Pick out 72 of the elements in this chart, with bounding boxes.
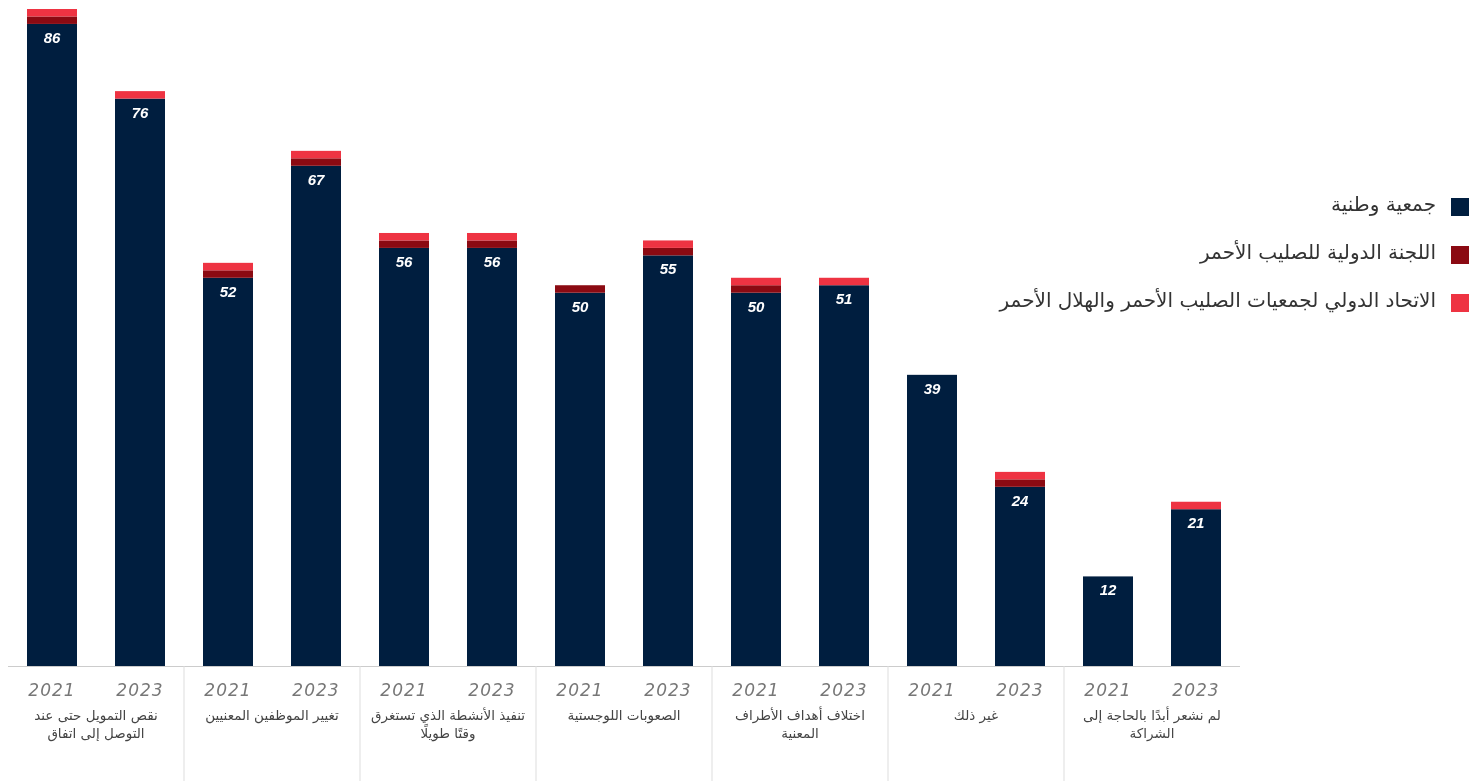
x-tick-label: 2021 [555,680,605,700]
data-label: 24 [1010,491,1030,509]
bar [643,255,693,666]
bar [291,150,341,159]
text: اختلاف أهداف الأطراف المعنية [734,706,866,742]
data-label: 52 [218,282,238,300]
x-tick-label: 2021 [1083,680,1133,700]
data-label: 55 [658,260,678,278]
bar [379,247,429,666]
bar [555,285,605,293]
data-label: 67 [306,170,326,188]
bar [731,292,781,666]
bar [27,16,77,24]
x-tick-label: 2023 [291,680,341,700]
legend-label: الاتحاد الدولي لجمعيات الصليب الأحمر والهلال الأحمر [999,288,1436,312]
data-label: 50 [570,297,590,315]
bar [379,240,429,248]
bar [203,270,253,278]
bar [819,285,869,666]
bar [203,277,253,666]
bar [1171,509,1221,666]
legend-label: اللجنة الدولية للصليب الأحمر [1200,240,1436,264]
data-label: 56 [482,252,502,270]
x-tick-label: 2021 [379,680,429,700]
text: تنفيذ الأنشطة الذي تستغرق وقتًا طويلًا [369,706,527,742]
x-tick-label: 2023 [467,680,517,700]
data-label: 86 [42,28,62,46]
bar [291,158,341,166]
x-tick-label: 2021 [731,680,781,700]
bar [203,262,253,271]
text: غير ذلك [952,706,1000,724]
bar [1083,576,1133,666]
text: نقص التمويل حتى عند التوصل إلى اتفاق [33,706,159,742]
x-tick-label: 2021 [203,680,253,700]
bar [1171,501,1221,510]
bar [115,91,165,99]
text: تغيير الموظفين المعنيين [204,706,340,724]
bar [379,232,429,241]
bar [27,23,77,666]
data-label: 39 [922,379,942,397]
bar [115,98,165,666]
data-label: 56 [394,252,414,270]
x-tick-label: 2023 [819,680,869,700]
bar [467,240,517,248]
bar [467,232,517,241]
bar [643,240,693,248]
x-tick-label: 2021 [907,680,957,700]
x-tick-label: 2021 [27,680,77,700]
data-label: 21 [1186,514,1206,532]
legend-label: جمعية وطنية [1330,192,1436,216]
bar [27,9,77,17]
text: الصعوبات اللوجستية [566,706,682,724]
bar [819,277,869,286]
bar [995,471,1045,480]
bar [995,479,1045,487]
data-label: 50 [746,297,766,315]
x-tick-label: 2023 [995,680,1045,700]
data-label: 51 [834,290,854,308]
bar [555,292,605,666]
bar [291,165,341,666]
x-tick-label: 2023 [1171,680,1221,700]
data-label: 12 [1098,581,1118,599]
data-label: 76 [130,103,150,121]
x-tick-label: 2023 [643,680,693,700]
bar [467,247,517,666]
x-tick-label: 2023 [115,680,165,700]
bar [731,277,781,286]
bar [731,285,781,293]
bar [907,374,957,666]
bar [995,486,1045,666]
bar [643,247,693,256]
text: لم نشعر أبدًا بالحاجة إلى الشراكة [1082,706,1222,742]
